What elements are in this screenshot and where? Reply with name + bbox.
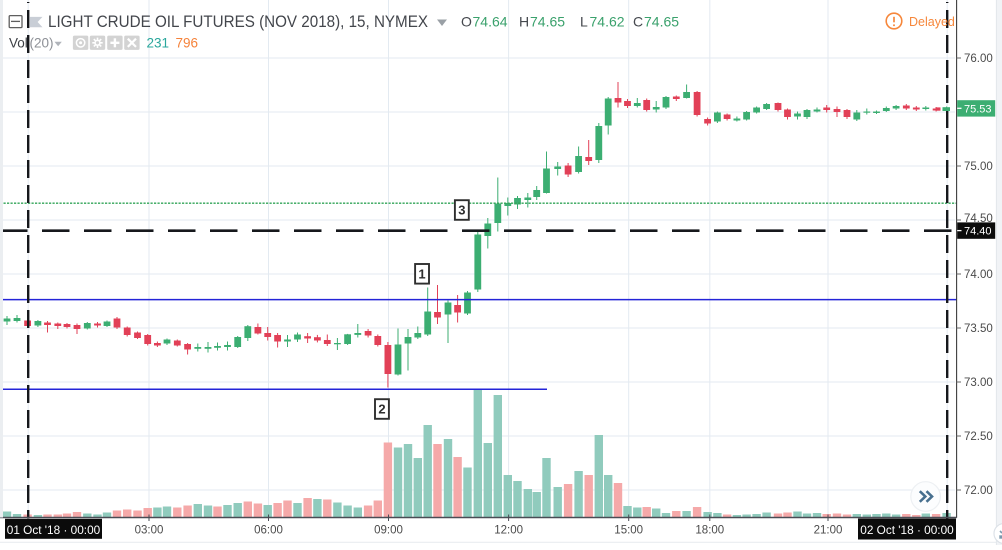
svg-text:73.00: 73.00 bbox=[964, 377, 993, 389]
svg-text:01 Oct '18 · 00:00: 01 Oct '18 · 00:00 bbox=[7, 523, 101, 537]
svg-text:74.65: 74.65 bbox=[530, 14, 565, 30]
svg-text:74.00: 74.00 bbox=[964, 269, 993, 281]
svg-text:74.40: 74.40 bbox=[964, 226, 992, 238]
svg-text:15:00: 15:00 bbox=[614, 525, 643, 537]
svg-text:12:00: 12:00 bbox=[494, 525, 523, 537]
svg-text:O: O bbox=[461, 14, 472, 30]
svg-text:(20): (20) bbox=[30, 36, 54, 51]
svg-text:76.00: 76.00 bbox=[964, 53, 993, 65]
svg-text:72.00: 72.00 bbox=[964, 485, 993, 497]
svg-text:75.00: 75.00 bbox=[964, 161, 993, 173]
svg-text:72.50: 72.50 bbox=[964, 431, 993, 443]
svg-text:231: 231 bbox=[147, 36, 170, 51]
svg-text:H: H bbox=[519, 14, 529, 30]
svg-text:74.62: 74.62 bbox=[590, 14, 625, 30]
svg-text:1: 1 bbox=[418, 266, 425, 281]
svg-text:3: 3 bbox=[458, 203, 465, 218]
svg-text:74.64: 74.64 bbox=[473, 14, 508, 30]
svg-text:C: C bbox=[633, 14, 643, 30]
svg-text:06:00: 06:00 bbox=[254, 525, 283, 537]
svg-text:03:00: 03:00 bbox=[135, 525, 164, 537]
svg-text:21:00: 21:00 bbox=[814, 525, 843, 537]
svg-text:796: 796 bbox=[176, 36, 199, 51]
svg-text:LIGHT CRUDE OIL FUTURES (NOV 2: LIGHT CRUDE OIL FUTURES (NOV 2018), 15, … bbox=[48, 13, 428, 31]
svg-text:02 Oct '18 · 00:00: 02 Oct '18 · 00:00 bbox=[860, 523, 954, 537]
svg-text:74.65: 74.65 bbox=[644, 14, 679, 30]
svg-text:75.53: 75.53 bbox=[964, 103, 992, 115]
svg-text:18:00: 18:00 bbox=[695, 525, 724, 537]
svg-text:74.50: 74.50 bbox=[964, 213, 993, 225]
svg-text:2: 2 bbox=[378, 402, 385, 417]
svg-text:L: L bbox=[580, 14, 588, 30]
svg-text:09:00: 09:00 bbox=[374, 525, 403, 537]
svg-text:Delayed: Delayed bbox=[909, 15, 955, 29]
svg-text:73.50: 73.50 bbox=[964, 323, 993, 335]
svg-text:Vol: Vol bbox=[9, 36, 28, 51]
